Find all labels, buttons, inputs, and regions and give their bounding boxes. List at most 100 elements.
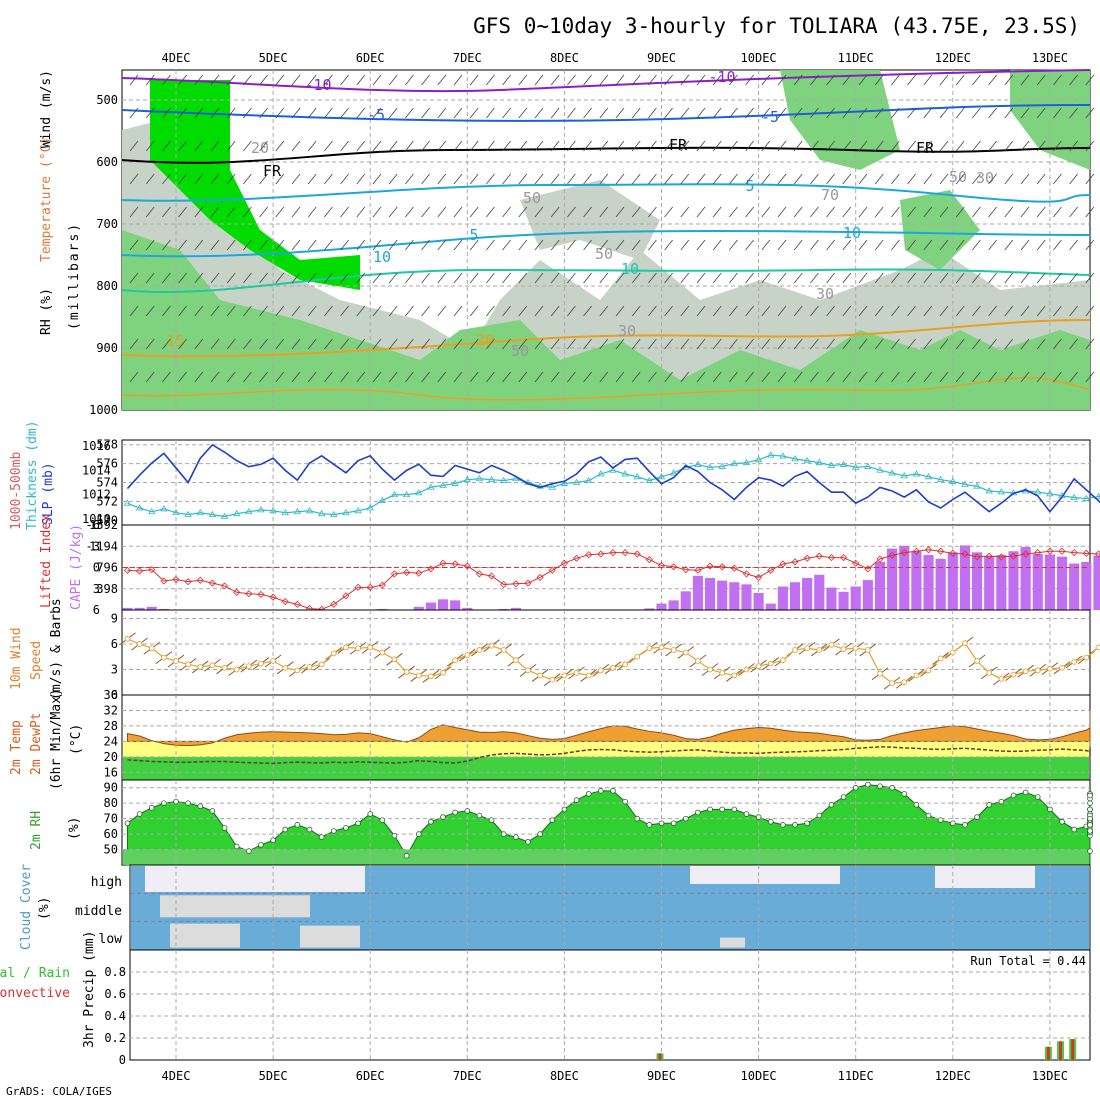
wind-barb bbox=[259, 206, 268, 218]
wind-barb bbox=[615, 305, 625, 317]
li-point bbox=[767, 566, 775, 574]
wind-barb bbox=[388, 107, 398, 119]
wind-speed-point bbox=[573, 670, 580, 676]
wind-barb bbox=[923, 74, 933, 86]
wind-barb bbox=[518, 74, 528, 86]
wind-barb bbox=[939, 74, 949, 86]
wind-barb bbox=[729, 338, 738, 350]
wind-barb bbox=[178, 239, 187, 251]
wind-barb bbox=[680, 173, 690, 185]
wind-barb bbox=[1004, 140, 1014, 152]
wind-speed-point bbox=[452, 657, 459, 664]
wind-barb bbox=[372, 206, 382, 218]
wind-barb bbox=[761, 338, 771, 350]
wind-speed-point bbox=[294, 667, 301, 674]
contour-label: 50 bbox=[595, 245, 613, 263]
precip-convective-bar bbox=[658, 1053, 662, 1060]
wind-speed-point bbox=[245, 663, 252, 669]
wind-barb bbox=[324, 338, 333, 350]
wind-barb bbox=[421, 74, 430, 86]
cape-bar bbox=[450, 600, 461, 610]
thickness-point bbox=[1046, 490, 1054, 497]
wind-speed-point bbox=[440, 670, 446, 676]
wind-barb bbox=[259, 338, 268, 350]
wind-barb bbox=[550, 272, 560, 284]
thickness-point bbox=[305, 507, 314, 514]
li-point bbox=[900, 549, 908, 557]
thickness-point bbox=[706, 463, 714, 470]
wind-barb bbox=[1036, 206, 1046, 218]
rh-point bbox=[161, 800, 167, 806]
wind-barb bbox=[955, 140, 965, 152]
rh-point bbox=[525, 839, 531, 845]
wind-barb bbox=[534, 338, 544, 350]
wind-barb bbox=[502, 272, 511, 284]
wind-barb bbox=[696, 371, 706, 383]
wind-barb bbox=[648, 173, 657, 185]
thickness-point bbox=[609, 466, 617, 473]
wind-barb bbox=[599, 239, 609, 251]
li-point bbox=[827, 554, 835, 562]
rh-point bbox=[330, 828, 337, 834]
wind-barb bbox=[340, 173, 349, 185]
rh-point bbox=[197, 803, 204, 810]
wind-barb bbox=[648, 107, 657, 119]
wind-barb bbox=[356, 206, 366, 218]
li-point bbox=[548, 566, 556, 574]
temp2m-ylabel-c: (6hr Min/Max) bbox=[49, 688, 64, 790]
wind-barb bbox=[210, 305, 220, 317]
wind-barb bbox=[696, 272, 706, 284]
wind-barb bbox=[1036, 239, 1046, 251]
wind-barb bbox=[340, 74, 349, 86]
wind-barb bbox=[291, 74, 301, 86]
upper-y-ticks: 500 600 700 800 900 1000 bbox=[89, 93, 118, 417]
cape-bar bbox=[498, 608, 509, 610]
li-point bbox=[512, 580, 520, 588]
wind-barb bbox=[599, 173, 609, 185]
thickness-point bbox=[536, 482, 544, 489]
wind-barb bbox=[518, 272, 528, 284]
rh-point bbox=[367, 811, 374, 817]
cape-bar bbox=[777, 586, 788, 610]
wind-barb bbox=[923, 371, 933, 383]
wind-barb bbox=[988, 140, 997, 152]
li-point bbox=[208, 579, 216, 587]
wind-speed-point bbox=[585, 672, 592, 679]
thickness-point bbox=[900, 472, 908, 479]
wind-barb bbox=[486, 272, 495, 284]
wind-barb bbox=[550, 206, 560, 218]
rh-point bbox=[1010, 792, 1017, 799]
upper-ylabel-rh: RH (%) bbox=[39, 288, 54, 335]
li-point bbox=[985, 552, 993, 560]
wind-barb bbox=[226, 239, 236, 251]
date-label-top: 12DEC bbox=[935, 51, 971, 65]
wind-barb bbox=[1085, 371, 1095, 383]
wind-barb bbox=[696, 206, 706, 218]
wind-barb bbox=[226, 107, 236, 119]
date-label-bottom: 9DEC bbox=[647, 1069, 676, 1083]
wind-speed-point bbox=[622, 661, 628, 668]
cape-bar bbox=[1044, 554, 1055, 610]
wind-barb bbox=[599, 140, 609, 152]
thickness-point bbox=[439, 481, 447, 488]
li-point bbox=[779, 560, 787, 568]
wind-barb bbox=[988, 206, 997, 218]
cape-bar bbox=[644, 608, 655, 610]
rh-point bbox=[440, 814, 446, 820]
wind-barb bbox=[567, 107, 576, 119]
wind-barb bbox=[518, 140, 528, 152]
wind-barb bbox=[615, 173, 625, 185]
date-label-bottom: 8DEC bbox=[550, 1069, 579, 1083]
wind-barb bbox=[226, 338, 236, 350]
rh-point bbox=[549, 817, 556, 823]
wind-barb bbox=[129, 305, 139, 317]
wind-barb bbox=[631, 173, 641, 185]
wind-speed-point bbox=[549, 676, 556, 683]
wind-barb bbox=[907, 371, 916, 383]
wind-speed-point bbox=[864, 647, 871, 653]
cape-bar bbox=[425, 602, 436, 610]
li-point bbox=[281, 597, 289, 606]
wind-barb bbox=[648, 74, 657, 86]
wind-barb bbox=[356, 140, 366, 152]
